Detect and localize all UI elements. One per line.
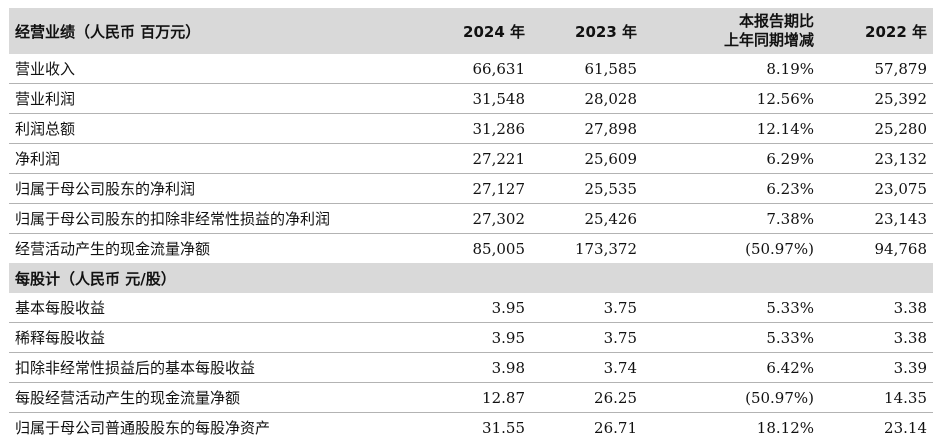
col-header-change-line2: 上年同期增减 [723, 31, 814, 49]
cell-2024: 27,127 [422, 173, 531, 204]
table-row: 每股经营活动产生的现金流量净额 12.87 26.25 (50.97%) 14.… [9, 382, 933, 413]
row-label: 基本每股收益 [9, 293, 422, 323]
row-label: 利润总额 [9, 113, 422, 144]
financial-table: 经营业绩（人民币 百万元） 2024 年 2023 年 本报告期比 上年同期增减… [9, 8, 933, 442]
cell-2022: 23,143 [820, 203, 933, 234]
cell-2022: 23.14 [884, 418, 927, 437]
cell-change: 5.33% [643, 322, 820, 353]
cell-2023: 61,585 [531, 54, 643, 84]
row-label: 扣除非经常性损益后的基本每股收益 [9, 352, 422, 383]
table-row: 归属于母公司股东的净利润 27,127 25,535 6.23% 23,075 [9, 173, 933, 204]
cell-2024: 27,221 [422, 143, 531, 174]
cell-2023: 3.75 [531, 293, 643, 323]
cell-2022: 25,392 [820, 83, 933, 114]
cell-2024: 31,548 [422, 83, 531, 114]
table-row: 净利润 27,221 25,609 6.29% 23,132 [9, 143, 933, 174]
col-header-2024: 2024 年 [422, 8, 531, 54]
row-label: 每股经营活动产生的现金流量净额 [9, 382, 422, 413]
cell-change: 8.19% [643, 54, 820, 84]
cell-change: 12.14% [643, 113, 820, 144]
cell-2024: 3.95 [422, 293, 531, 323]
cell-change: 5.33% [643, 293, 820, 323]
table-header-row: 经营业绩（人民币 百万元） 2024 年 2023 年 本报告期比 上年同期增减… [9, 8, 933, 54]
col-header-change-line1: 本报告期比 [738, 12, 814, 30]
cell-change: 6.42% [643, 352, 820, 383]
financial-summary: 经营业绩（人民币 百万元） 2024 年 2023 年 本报告期比 上年同期增减… [9, 8, 933, 442]
operating-section-title: 经营业绩（人民币 百万元） [9, 8, 422, 54]
col-header-2023: 2023 年 [531, 8, 643, 54]
cell-change: 6.29% [643, 143, 820, 174]
cell-2024: 31.55 [482, 418, 525, 437]
cell-change: (50.97%) [643, 382, 820, 413]
cell-2023: 27,898 [531, 113, 643, 144]
table-row: 营业利润 31,548 28,028 12.56% 25,392 [9, 83, 933, 114]
cell-2023: 28,028 [531, 83, 643, 114]
cell-2022: 23,132 [820, 143, 933, 174]
row-label: 经营活动产生的现金流量净额 [15, 240, 211, 258]
cell-2022: 3.38 [820, 293, 933, 323]
cell-2024: 85,005 [472, 239, 526, 258]
row-label: 营业收入 [9, 54, 422, 84]
cell-2024: 27,302 [422, 203, 531, 234]
row-label: 归属于母公司股东的净利润 [9, 173, 422, 204]
cell-2022: 94,768 [874, 239, 928, 258]
table-row: 利润总额 31,286 27,898 12.14% 25,280 [9, 113, 933, 144]
row-label: 归属于母公司股东的扣除非经常性损益的净利润 [9, 203, 422, 234]
cell-change: 18.12% [756, 418, 814, 437]
table-row: 归属于母公司股东的扣除非经常性损益的净利润 27,302 25,426 7.38… [9, 203, 933, 234]
table-row: 扣除非经常性损益后的基本每股收益 3.98 3.74 6.42% 3.39 [9, 352, 933, 383]
cell-2022: 3.39 [820, 352, 933, 383]
cell-2023: 26.25 [531, 382, 643, 413]
cell-change: 6.23% [643, 173, 820, 204]
table-row: 营业收入 66,631 61,585 8.19% 57,879 [9, 54, 933, 84]
per-share-section-title: 每股计（人民币 元/股） [9, 263, 933, 293]
cell-2024: 3.98 [422, 352, 531, 383]
col-header-2022: 2022 年 [820, 8, 933, 54]
cell-2023: 25,609 [531, 143, 643, 174]
table-row: 归属于母公司普通股股东的每股净资产 31.55 26.71 18.12% 23.… [9, 413, 933, 443]
cell-change: (50.97%) [745, 239, 814, 258]
cell-2022: 25,280 [820, 113, 933, 144]
table-row: 稀释每股收益 3.95 3.75 5.33% 3.38 [9, 322, 933, 353]
row-label: 营业利润 [9, 83, 422, 114]
cell-change: 7.38% [643, 203, 820, 234]
cell-2024: 12.87 [422, 382, 531, 413]
table-row: 经营活动产生的现金流量净额 85,005 173,372 (50.97%) 94… [9, 234, 933, 264]
cell-2022: 23,075 [820, 173, 933, 204]
cell-2023: 3.75 [531, 322, 643, 353]
cell-2023: 26.71 [594, 418, 637, 437]
cell-2024: 31,286 [422, 113, 531, 144]
cell-2024: 66,631 [422, 54, 531, 84]
cell-2023: 25,535 [531, 173, 643, 204]
cell-2022: 14.35 [820, 382, 933, 413]
row-label: 净利润 [9, 143, 422, 174]
row-label: 归属于母公司普通股股东的每股净资产 [15, 419, 271, 437]
cell-change: 12.56% [643, 83, 820, 114]
cell-2023: 173,372 [574, 239, 637, 258]
cell-2023: 3.74 [531, 352, 643, 383]
per-share-section-row: 每股计（人民币 元/股） [9, 263, 933, 293]
row-label: 稀释每股收益 [9, 322, 422, 353]
cell-2022: 57,879 [820, 54, 933, 84]
table-row: 基本每股收益 3.95 3.75 5.33% 3.38 [9, 293, 933, 323]
cell-2024: 3.95 [422, 322, 531, 353]
col-header-change: 本报告期比 上年同期增减 [643, 8, 820, 54]
cell-2023: 25,426 [531, 203, 643, 234]
cell-2022: 3.38 [820, 322, 933, 353]
